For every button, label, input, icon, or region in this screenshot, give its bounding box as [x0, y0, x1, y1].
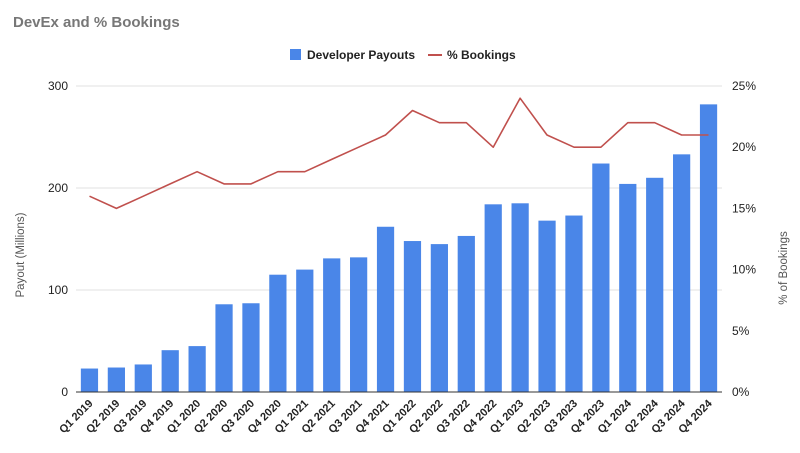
bar-developer-payouts [619, 183, 637, 392]
bar-developer-payouts [592, 163, 610, 392]
y-tick-left-label: 200 [48, 181, 68, 195]
bar-developer-payouts [350, 257, 368, 392]
y-axis-left-label: Payout (Millions) [15, 212, 27, 297]
bar-developer-payouts [161, 350, 179, 392]
legend: Developer Payouts % Bookings [290, 48, 516, 62]
bar-developer-payouts [511, 203, 529, 392]
bar-developer-payouts [107, 367, 125, 392]
y-tick-right-label: 15% [732, 201, 756, 215]
y-tick-right-label: 25% [732, 79, 756, 93]
bar-developer-payouts [565, 215, 583, 392]
bar-series-developer-payouts [80, 104, 718, 393]
bar-developer-payouts [80, 368, 99, 392]
y-axis-left: 0 100 200 300 [48, 79, 68, 399]
bar-developer-payouts [403, 241, 422, 392]
bar-developer-payouts [134, 364, 152, 392]
legend-swatch-developer-payouts [290, 49, 301, 60]
y-tick-left-label: 100 [48, 283, 68, 297]
legend-label-developer-payouts: Developer Payouts [307, 48, 415, 62]
bar-developer-payouts [269, 274, 287, 392]
y-axis-right-label: % of Bookings [778, 231, 790, 305]
bar-developer-payouts [188, 346, 206, 392]
bar-developer-payouts [323, 258, 341, 392]
bar-developer-payouts [673, 154, 691, 392]
line-series-bookings [89, 97, 709, 210]
line-bookings-path [89, 97, 709, 210]
bar-developer-payouts [457, 235, 475, 392]
y-tick-left-label: 0 [61, 385, 68, 399]
bar-developer-payouts [484, 204, 502, 392]
y-tick-right-label: 20% [732, 140, 756, 154]
y-axis-right: 0% 5% 10% 15% 20% 25% [732, 79, 756, 399]
y-tick-left-label: 300 [48, 79, 68, 93]
bar-developer-payouts [215, 304, 233, 392]
bar-developer-payouts [699, 104, 718, 393]
bar-developer-payouts [538, 220, 556, 392]
gridlines [76, 85, 722, 291]
bar-developer-payouts [296, 269, 314, 392]
legend-label-bookings: % Bookings [447, 48, 516, 62]
bar-developer-payouts [376, 226, 395, 392]
y-tick-right-label: 0% [732, 385, 750, 399]
bar-developer-payouts [646, 177, 664, 392]
bar-developer-payouts [430, 244, 448, 392]
y-tick-right-label: 10% [732, 263, 756, 277]
y-tick-right-label: 5% [732, 324, 750, 338]
bar-developer-payouts [242, 303, 260, 392]
chart-title: DevEx and % Bookings [13, 14, 180, 31]
